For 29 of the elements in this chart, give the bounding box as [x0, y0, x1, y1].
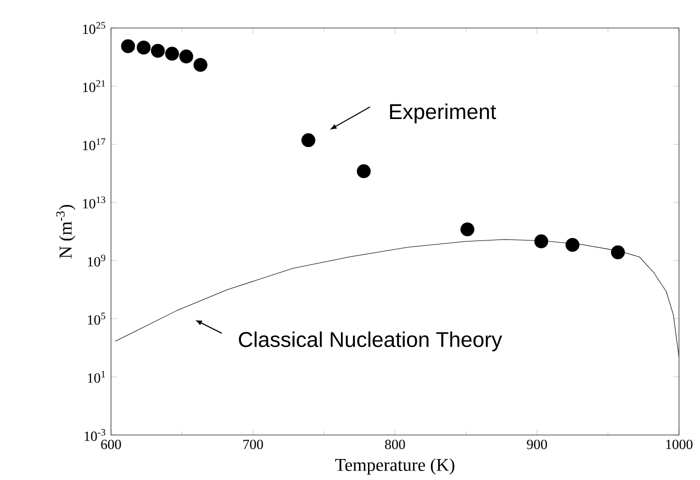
point [301, 133, 316, 148]
x-tick-label: 900 [526, 440, 547, 450]
y-tick-label: 10$^{25}$ [83, 22, 106, 34]
y-tick-label: 10$^{1}$ [88, 370, 106, 383]
y-tick-label: 10$^{17}$ [83, 138, 106, 150]
x-axis-title: Temperature (K) [335, 458, 454, 475]
point [611, 245, 625, 260]
y-tick-label: 10$^{-3}$ [84, 429, 106, 441]
x-tick-label: 800 [385, 440, 405, 450]
y-axis-title: N (m$^{-3}$) [56, 204, 76, 258]
y-tick-label: 10$^{21}$ [83, 80, 106, 92]
point [566, 238, 580, 252]
x-tick-label: 1000 [666, 440, 692, 450]
y-tick-label: 10$^{13}$ [83, 196, 106, 208]
y-tick-label: 10$^{5}$ [88, 312, 106, 325]
point [136, 40, 151, 55]
point [460, 222, 474, 236]
point [194, 58, 208, 72]
point [179, 50, 194, 64]
point [165, 46, 179, 61]
point [150, 44, 165, 58]
x-tick-label: 700 [243, 440, 263, 450]
annotation: Classical Nucleation Theory [238, 331, 502, 352]
y-tick-label: 10$^{9}$ [88, 254, 106, 267]
annotation: Experiment [390, 104, 496, 124]
x-tick-label: 600 [101, 440, 121, 450]
point [121, 39, 135, 54]
point [356, 164, 371, 178]
point [534, 234, 548, 248]
